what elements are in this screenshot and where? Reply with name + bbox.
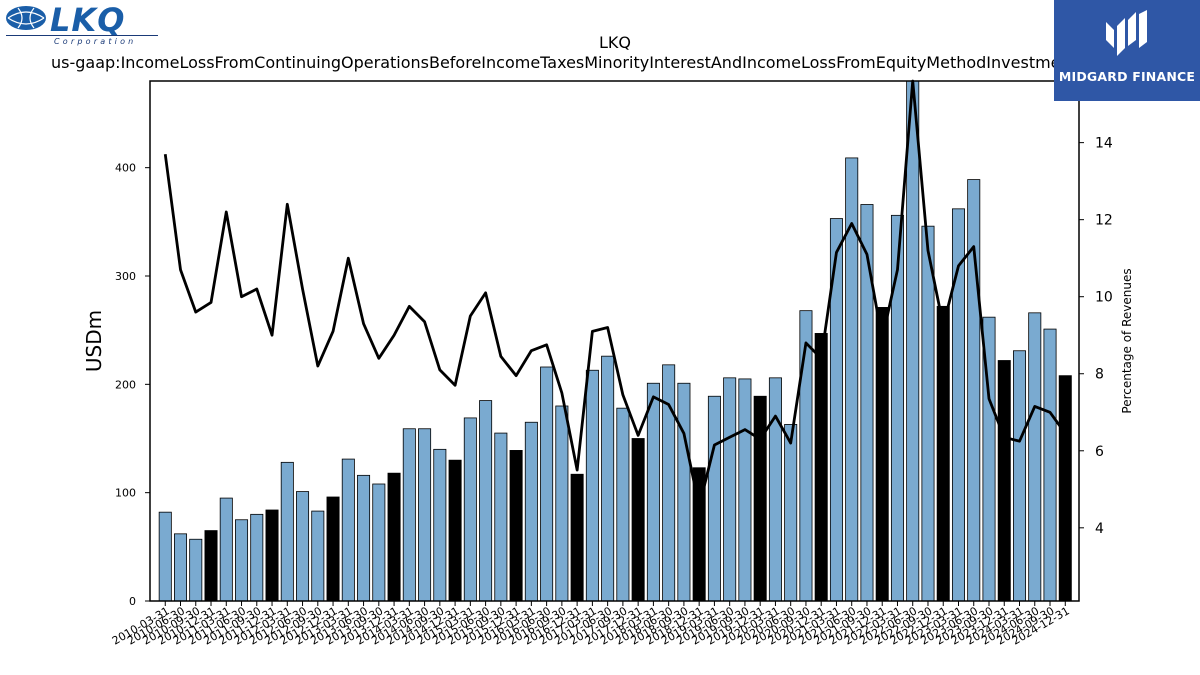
bar-2018-09-30 — [677, 382, 691, 602]
bar-2020-03-31 — [768, 377, 782, 602]
bar-2010-12-31 — [204, 530, 218, 602]
y-tick-label: 400 — [115, 162, 136, 175]
y2-tick-label: 4 — [1095, 521, 1104, 537]
bar-2024-06-30 — [1028, 312, 1042, 602]
line-group — [163, 79, 1067, 509]
bar-2013-12-31 — [387, 472, 401, 602]
bar-2016-12-31 — [570, 473, 584, 602]
lkq-globe-icon — [6, 6, 46, 30]
lkq-logo-rule — [6, 35, 158, 36]
bar-2023-06-30 — [967, 179, 981, 602]
y-tick-label: 0 — [129, 595, 136, 608]
bar-2021-09-30 — [860, 204, 874, 602]
bar-2014-12-31 — [448, 459, 462, 602]
lkq-logo-sub: Corporation — [54, 37, 137, 46]
bar-2012-09-30 — [311, 510, 325, 602]
bar-2022-12-31 — [936, 305, 950, 602]
x-axis: 2010-03-312010-06-302010-09-302010-12-31… — [110, 601, 1072, 648]
bar-2010-09-30 — [189, 538, 203, 602]
bar-2015-12-31 — [509, 450, 523, 602]
chart-title: LKQ — [599, 33, 631, 52]
bar-2020-12-31 — [814, 333, 828, 602]
bar-2024-09-30 — [1043, 328, 1057, 602]
lkq-logo-word: LKQ — [50, 1, 126, 39]
bar-2019-06-30 — [723, 377, 737, 602]
y2-tick-label: 6 — [1095, 444, 1104, 460]
bar-2024-12-31 — [1058, 375, 1072, 602]
bar-2023-12-31 — [997, 360, 1011, 602]
bar-2015-03-31 — [463, 417, 477, 602]
lkq-logo: LKQ Corporation — [4, 1, 160, 48]
y2-tick-label: 8 — [1095, 367, 1104, 383]
bar-2011-09-30 — [250, 513, 264, 602]
bar-2011-06-30 — [235, 519, 249, 602]
bar-2010-03-31 — [158, 511, 172, 602]
bar-2017-03-31 — [585, 369, 599, 602]
bar-2013-09-30 — [372, 483, 386, 602]
bar-2016-03-31 — [524, 421, 538, 602]
y-tick-label: 200 — [115, 378, 136, 391]
bar-2014-03-31 — [402, 428, 416, 602]
bar-2022-09-30 — [921, 225, 935, 602]
midgard-mark-icon — [1106, 10, 1147, 56]
bars-group — [158, 80, 1072, 602]
bar-2011-03-31 — [219, 497, 233, 602]
bar-2019-12-31 — [753, 395, 767, 602]
bar-2013-06-30 — [357, 474, 371, 602]
bar-2022-06-30 — [906, 80, 920, 602]
bar-2018-03-31 — [646, 382, 660, 602]
bar-2021-12-31 — [875, 307, 889, 602]
y2-tick-label: 12 — [1095, 213, 1113, 229]
bar-2014-06-30 — [418, 428, 432, 602]
bar-2013-03-31 — [341, 458, 355, 602]
bar-2017-09-30 — [616, 407, 630, 602]
bar-2019-03-31 — [707, 395, 721, 602]
midgard-logo-text: MIDGARD FINANCE — [1058, 69, 1196, 84]
bar-2012-12-31 — [326, 496, 340, 602]
y-tick-label: 300 — [115, 270, 136, 283]
bar-2010-06-30 — [174, 533, 188, 602]
y-tick-label: 100 — [115, 487, 136, 500]
bar-2017-12-31 — [631, 438, 645, 602]
y-axis-right: 4 6 8 10 12 14 — [1079, 136, 1113, 537]
bar-2016-06-30 — [540, 366, 554, 602]
bar-2019-09-30 — [738, 378, 752, 602]
midgard-logo: MIDGARD FINANCE — [1054, 0, 1200, 101]
bar-2012-03-31 — [280, 461, 294, 602]
percentage-line — [163, 79, 1067, 509]
bar-2024-03-31 — [1013, 350, 1027, 602]
bar-2012-06-30 — [296, 491, 310, 602]
y-axis-left: 0 100 200 300 400 — [115, 162, 150, 608]
bar-2020-06-30 — [784, 424, 798, 602]
y2-tick-label: 10 — [1095, 290, 1113, 306]
bar-2018-06-30 — [662, 364, 676, 602]
y2-axis-label: Percentage of Revenues — [1120, 268, 1134, 413]
y2-tick-label: 14 — [1095, 136, 1113, 152]
plot-frame — [149, 80, 1080, 602]
bar-2016-09-30 — [555, 405, 569, 602]
bar-2011-12-31 — [265, 509, 279, 602]
bar-2017-06-30 — [601, 355, 615, 602]
bar-2020-09-30 — [799, 310, 813, 602]
y-axis-label: USDm — [82, 310, 106, 372]
bar-2015-09-30 — [494, 432, 508, 602]
bar-2015-06-30 — [479, 400, 493, 602]
chart-subtitle: us-gaap:IncomeLossFromContinuingOperatio… — [51, 53, 1085, 72]
bar-2014-09-30 — [433, 448, 447, 602]
